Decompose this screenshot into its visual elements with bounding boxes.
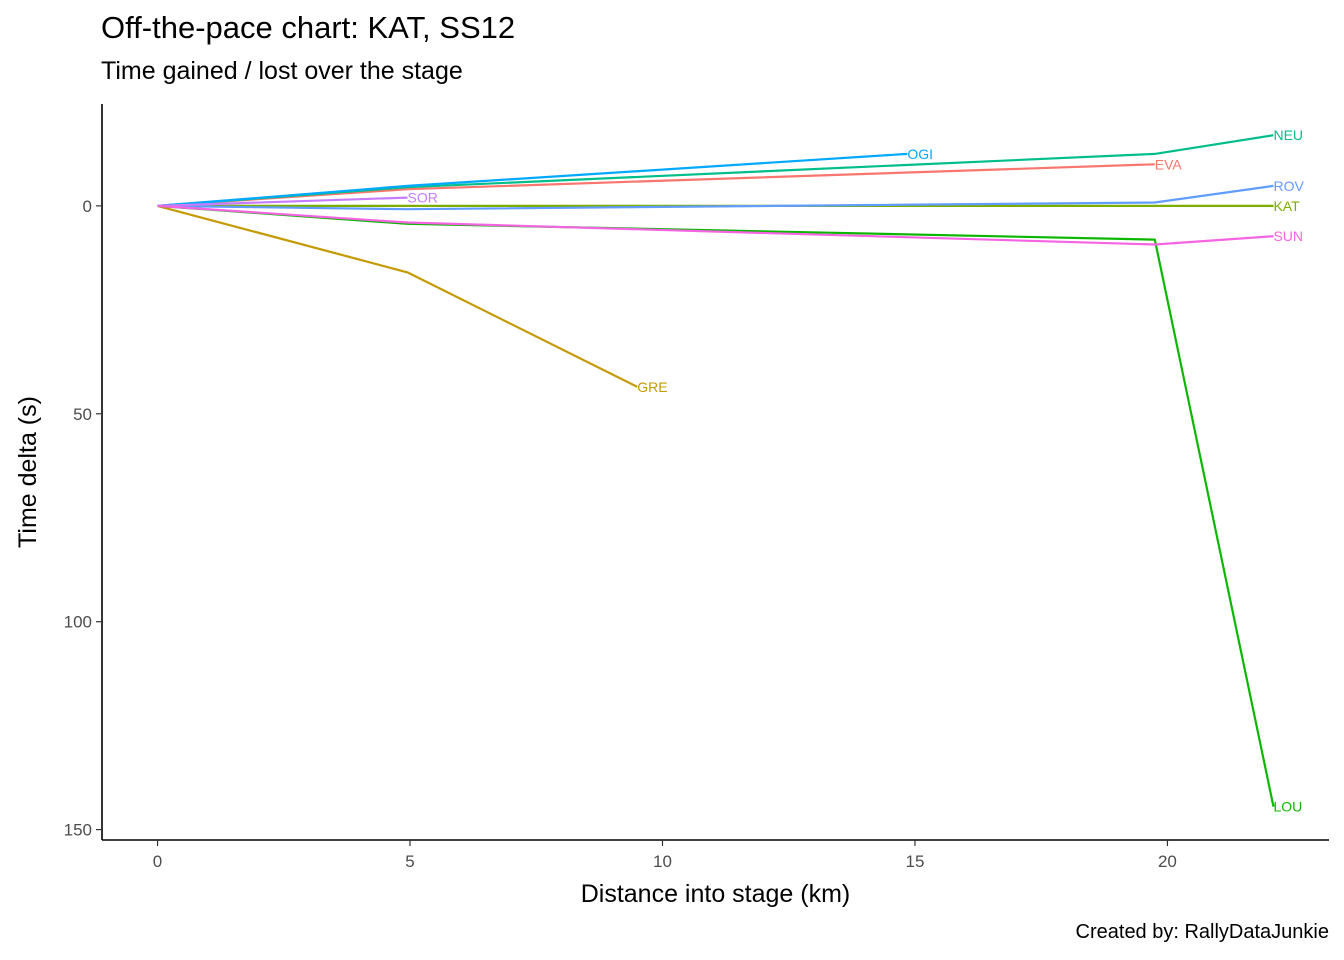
series-line-lou bbox=[157, 204, 1275, 807]
series-label-kat: KAT bbox=[1273, 198, 1300, 214]
x-axis-title: Distance into stage (km) bbox=[581, 880, 851, 908]
x-tick-label: 10 bbox=[653, 852, 672, 871]
series-line-sor bbox=[157, 196, 408, 207]
chart-subtitle: Time gained / lost over the stage bbox=[101, 57, 463, 85]
series-label-ogi: OGI bbox=[907, 146, 933, 162]
series-label-lou: LOU bbox=[1273, 799, 1302, 815]
series-line-sun bbox=[157, 204, 1274, 246]
series-line-rov bbox=[157, 184, 1274, 211]
x-tick-label: 5 bbox=[405, 852, 414, 871]
series-label-eva: EVA bbox=[1155, 156, 1183, 172]
axes: 0 5 10 15 20 0 50 100 150 bbox=[64, 104, 1329, 871]
series-label-sor: SOR bbox=[407, 190, 437, 206]
x-tick-label: 20 bbox=[1158, 852, 1177, 871]
y-axis-title: Time delta (s) bbox=[14, 396, 42, 548]
x-tick-label: 15 bbox=[905, 852, 924, 871]
series-lines bbox=[157, 134, 1275, 807]
chart-title: Off-the-pace chart: KAT, SS12 bbox=[101, 10, 516, 45]
series-line-gre bbox=[157, 204, 638, 388]
y-tick-label: 0 bbox=[83, 197, 92, 216]
y-tick-label: 100 bbox=[64, 613, 92, 632]
series-labels: EVA GRE KAT LOU NEU OGI ROV SOR SUN bbox=[407, 127, 1304, 815]
series-label-rov: ROV bbox=[1273, 178, 1304, 194]
series-label-neu: NEU bbox=[1273, 127, 1303, 143]
series-label-gre: GRE bbox=[637, 379, 667, 395]
series-line-ogi bbox=[157, 152, 908, 207]
chart-caption: Created by: RallyDataJunkie bbox=[1075, 921, 1329, 943]
series-label-sun: SUN bbox=[1273, 228, 1303, 244]
x-tick-label: 0 bbox=[153, 852, 162, 871]
y-tick-label: 150 bbox=[64, 821, 92, 840]
y-tick-label: 50 bbox=[73, 405, 92, 424]
